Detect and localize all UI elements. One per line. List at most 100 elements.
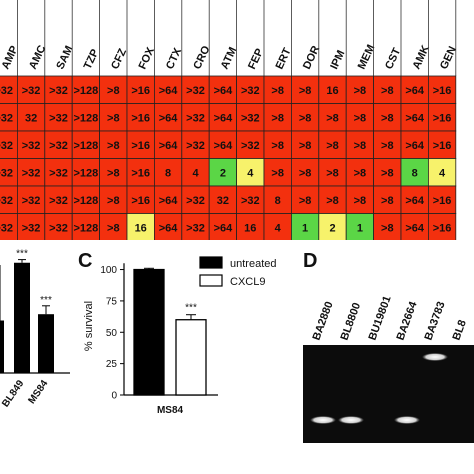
cell-value-r3-c13: >8	[354, 167, 367, 179]
gel-lane-label-3: BA2664	[395, 299, 420, 342]
cell-value-r0-c13: >8	[354, 85, 367, 97]
cell-value-r5-c1: >32	[22, 222, 41, 234]
panel-c-ytick-label-2: 50	[106, 328, 118, 339]
cell-value-r0-c8: >64	[214, 85, 234, 97]
cell-value-r5-c2: >32	[49, 222, 68, 234]
cell-r0-c8	[208, 75, 237, 104]
panel-c-category: MS84	[157, 405, 184, 416]
cell-value-r0-c5: >16	[131, 85, 150, 97]
cell-value-r0-c7: >32	[186, 85, 205, 97]
cell-r0-c11	[290, 75, 320, 104]
cell-value-r5-c12: 2	[329, 222, 335, 234]
cell-value-r2-c14: >8	[381, 140, 394, 152]
cell-value-r3-c11: >8	[299, 167, 312, 179]
cell-r1-c13	[345, 103, 375, 132]
cell-r5-c13	[345, 213, 375, 240]
cell-r1-c4	[99, 103, 128, 132]
cell-value-r2-c4: >8	[107, 140, 120, 152]
panel-c-legend-swatch-0	[199, 256, 223, 269]
cell-r2-c10	[263, 130, 292, 159]
cell-value-r3-c15: 8	[412, 167, 418, 179]
cell-r5-c10	[263, 213, 292, 240]
cell-value-r4-c4: >8	[107, 195, 120, 207]
cell-r2-c6	[153, 130, 183, 159]
cell-value-r5-c4: >8	[107, 222, 120, 234]
cell-r1-c14	[373, 103, 402, 132]
cell-value-r2-c0: >32	[0, 140, 13, 152]
panel-b-signif-2: ***	[40, 295, 52, 306]
cell-value-r4-c16: >16	[433, 195, 452, 207]
cell-value-r2-c9: >32	[241, 140, 260, 152]
cell-r4-c11	[290, 185, 320, 214]
cell-r5-c1	[16, 213, 46, 240]
panel-c-label: C	[78, 250, 92, 272]
cell-value-r0-c1: >32	[22, 85, 41, 97]
cell-value-r1-c13: >8	[354, 112, 367, 124]
cell-value-r3-c3: >128	[74, 167, 99, 179]
cell-value-r2-c6: >64	[159, 140, 179, 152]
cell-value-r1-c5: >16	[131, 112, 150, 124]
cell-value-r1-c6: >64	[159, 112, 179, 124]
cell-r3-c14	[373, 158, 402, 187]
cell-r0-c1	[16, 75, 46, 104]
cell-r4-c2	[44, 185, 73, 214]
cell-r3-c1	[16, 158, 46, 187]
cell-value-r4-c7: >32	[186, 195, 205, 207]
cell-r2-c1	[16, 130, 46, 159]
cell-value-r0-c3: >128	[74, 85, 99, 97]
cell-r3-c8	[208, 158, 237, 187]
cell-value-r1-c14: >8	[381, 112, 394, 124]
cell-r5-c14	[373, 213, 402, 240]
cell-r2-c16	[427, 130, 457, 159]
cell-r1-c10	[263, 103, 292, 132]
gel-band-2	[394, 416, 420, 424]
cell-r1-c9	[236, 103, 265, 132]
panel-c-y-label: % survival	[83, 301, 95, 351]
panel-d-label: D	[303, 250, 317, 272]
cell-value-r1-c16: >16	[433, 112, 452, 124]
cell-value-r0-c12: 16	[326, 85, 338, 97]
panel-c-bar-1	[175, 319, 207, 396]
cell-value-r0-c10: >8	[271, 85, 284, 97]
cell-r2-c9	[236, 130, 265, 159]
cell-r2-c14	[373, 130, 402, 159]
cell-value-r3-c5: >16	[131, 167, 150, 179]
cell-r0-c13	[345, 75, 375, 104]
mic-heatmap: AMP AMC SAM TZP CFZ FOX CTX CRO ATM FEP ERT DOR IPM M…	[0, 0, 459, 240]
cell-value-r4-c2: >32	[49, 195, 68, 207]
panel-b-bar-1	[14, 262, 30, 373]
cell-r5-c5	[126, 213, 155, 240]
panel-b-category-2: MS84	[26, 378, 50, 406]
cell-r1-c5	[126, 103, 155, 132]
cell-value-r1-c2: >32	[49, 112, 68, 124]
cell-r3-c9	[236, 158, 265, 187]
cell-value-r5-c7: >32	[186, 222, 205, 234]
cell-r2-c4	[99, 130, 128, 159]
cell-value-r5-c16: >16	[433, 222, 452, 234]
panel-c-bar-0	[133, 268, 165, 396]
cell-r5-c11	[290, 213, 320, 240]
cell-r1-c11	[290, 103, 320, 132]
cell-r5-c8	[208, 213, 237, 240]
cell-value-r2-c7: >32	[186, 140, 205, 152]
cell-value-r0-c6: >64	[159, 85, 179, 97]
gel-lane-label-1: BL8800	[339, 301, 364, 342]
cell-value-r5-c3: >128	[74, 222, 99, 234]
cell-value-r2-c8: >64	[214, 140, 234, 152]
panel-c-survival-chart: C 0 25 50 75 100 % survival *** MS84 untreated CXC…	[78, 250, 276, 416]
cell-r2-c3	[71, 130, 100, 159]
cell-r0-c7	[181, 75, 210, 104]
cell-value-r4-c5: >16	[131, 195, 150, 207]
cell-value-r4-c0: >32	[0, 195, 13, 207]
cell-value-r4-c8: 32	[217, 195, 229, 207]
cell-r5-c6	[153, 213, 183, 240]
panel-c-ytick-label-0: 0	[111, 391, 117, 402]
cell-value-r1-c8: >64	[214, 112, 234, 124]
cell-value-r2-c10: >8	[271, 140, 284, 152]
cell-value-r0-c15: >64	[405, 85, 425, 97]
cell-r2-c8	[208, 130, 237, 159]
cell-value-r1-c10: >8	[271, 112, 284, 124]
cell-r5-c9	[236, 213, 265, 240]
cell-value-r0-c14: >8	[381, 85, 394, 97]
gel-lane-label-2: BU19801	[367, 294, 394, 342]
